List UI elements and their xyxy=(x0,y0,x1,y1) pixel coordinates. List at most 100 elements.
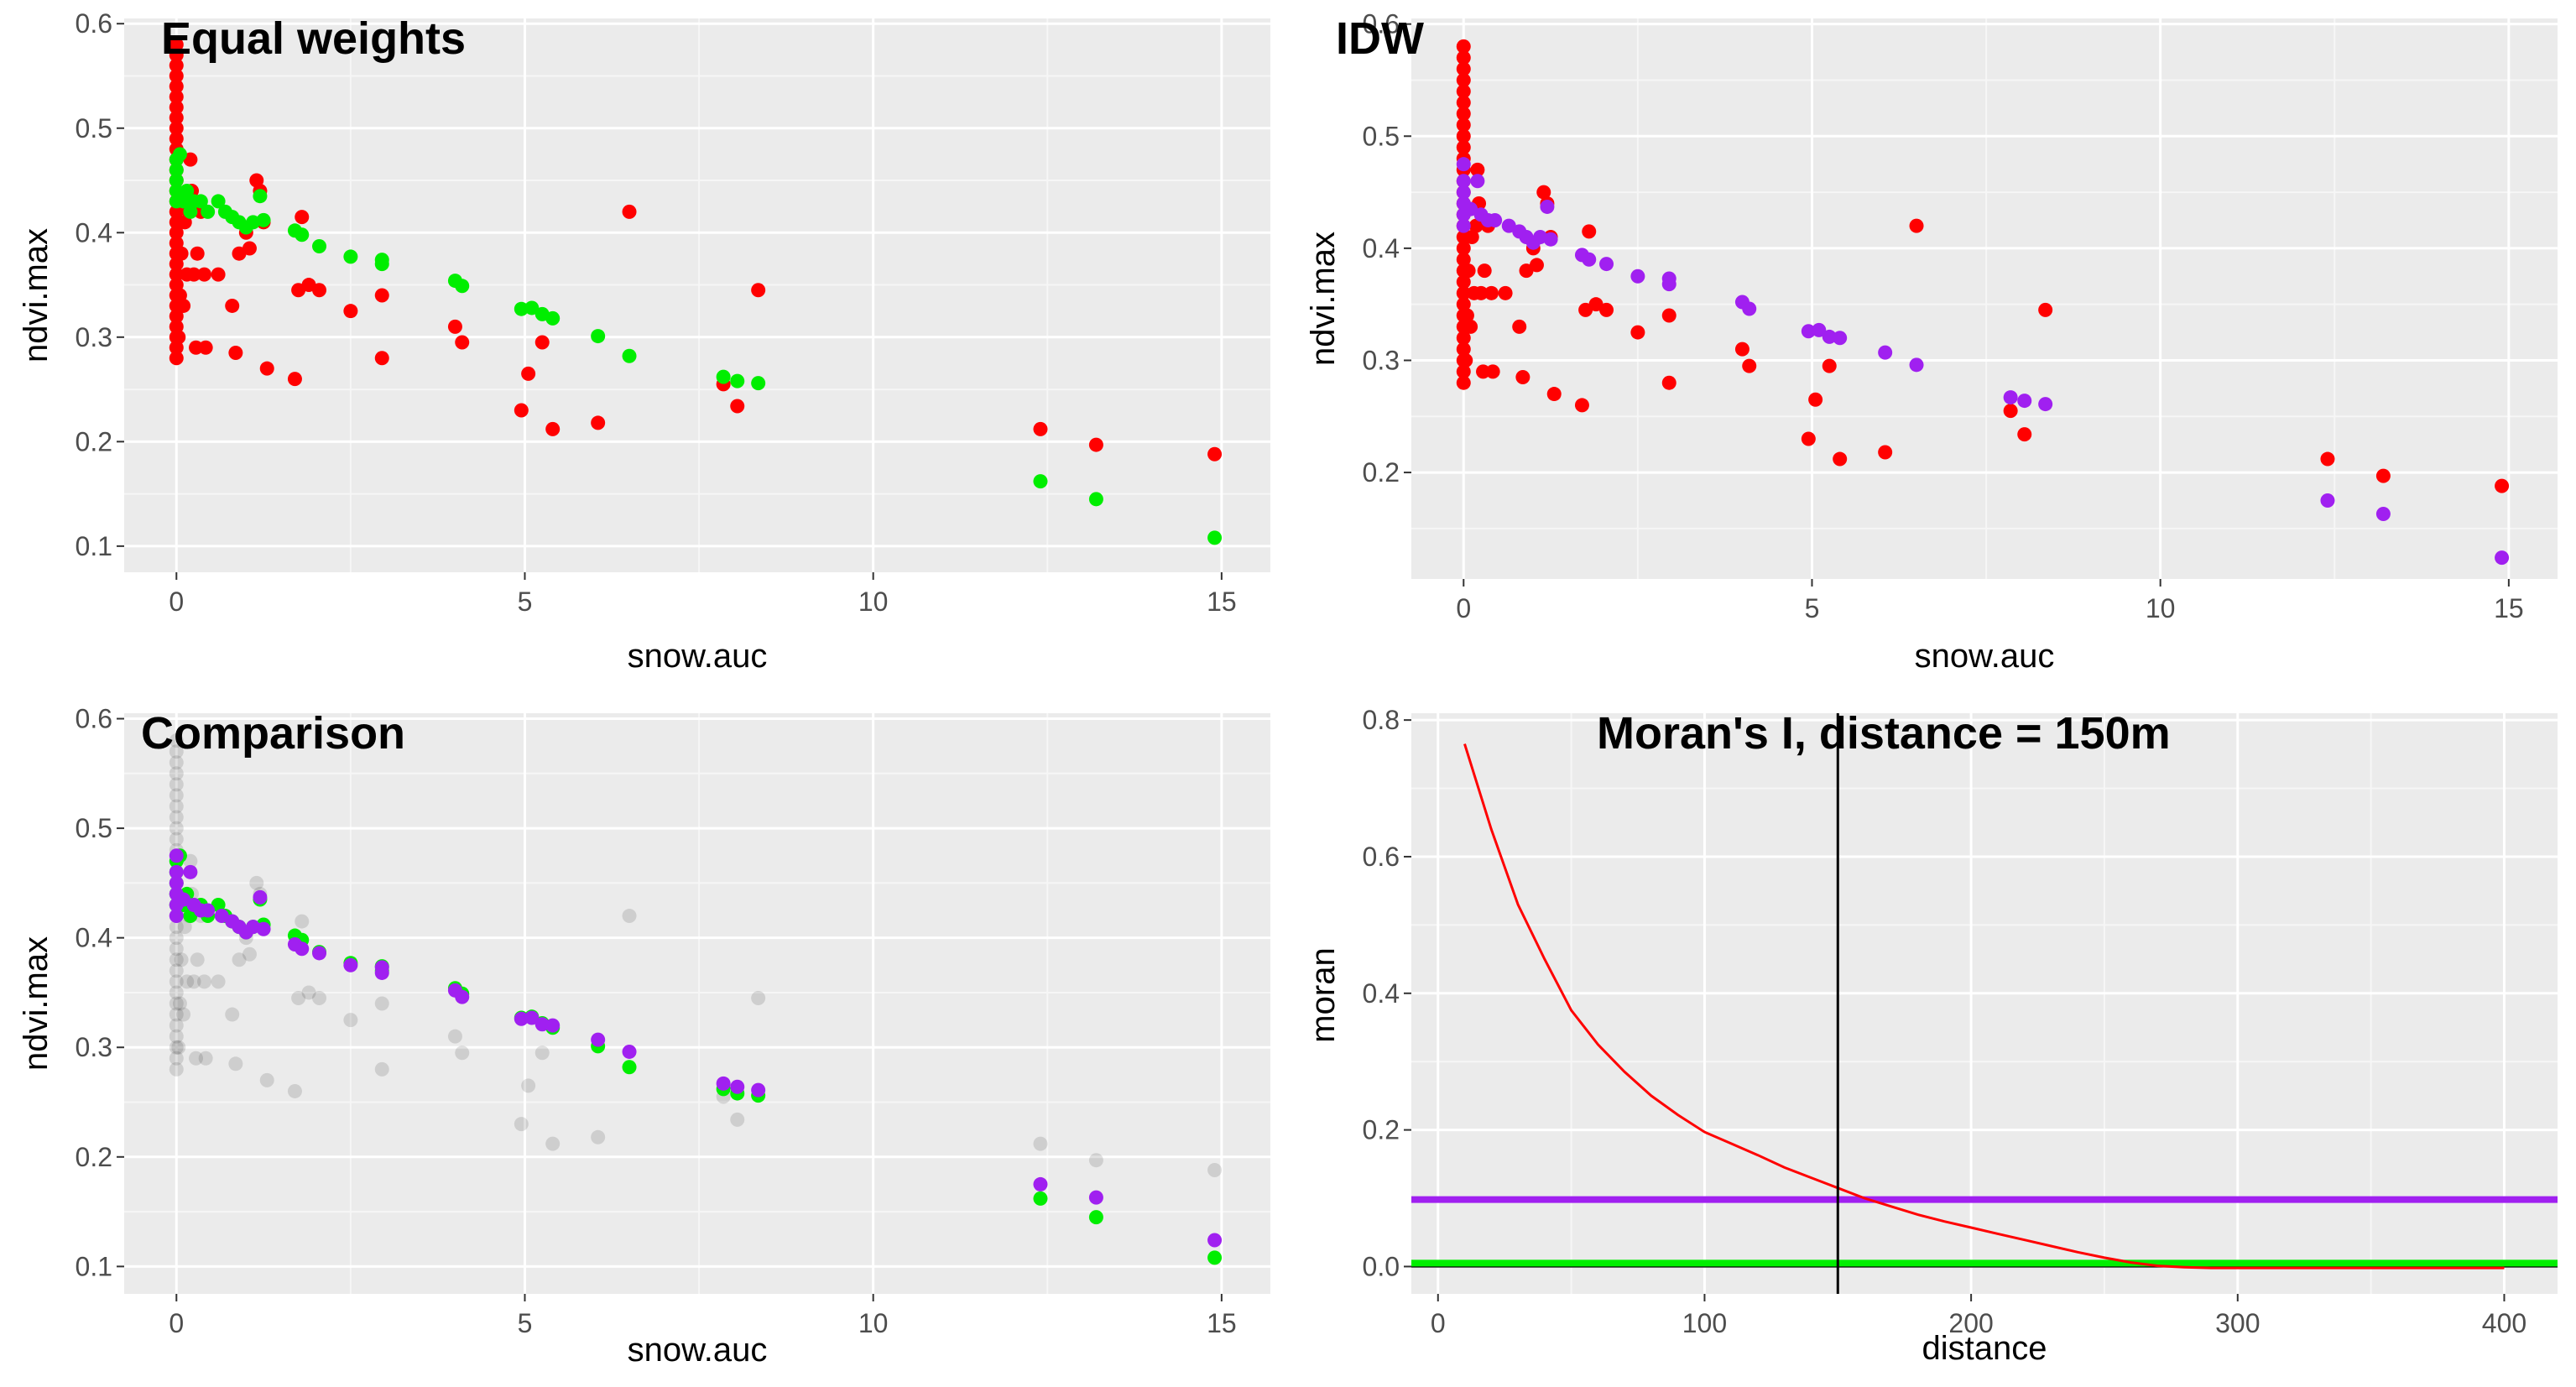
point-equal xyxy=(312,238,327,253)
point-idw xyxy=(622,1044,637,1059)
point-idw xyxy=(1630,269,1645,284)
panel-idw: 0 5 10 15 0.2 0.3 0.4 0.5 0.6 IDW snow.auc ndvi.… xyxy=(1305,9,2558,675)
point-observed xyxy=(1833,451,1848,467)
point-idw xyxy=(1488,212,1503,227)
point-equal xyxy=(201,204,216,219)
point-observed xyxy=(228,345,243,360)
point-idw xyxy=(1470,174,1485,189)
point-observed xyxy=(514,1117,529,1132)
point-observed xyxy=(169,974,184,989)
point-equal xyxy=(253,189,268,204)
x-tick-label: 10 xyxy=(2146,593,2176,623)
point-idw xyxy=(1543,232,1558,247)
point-idw xyxy=(1456,157,1471,172)
point-idw xyxy=(1812,322,1827,337)
plot-area-idw xyxy=(1411,18,2558,579)
point-observed xyxy=(1599,302,1614,317)
panel-title-equal: Equal weights xyxy=(161,13,466,64)
x-tick-label: 15 xyxy=(1207,587,1237,617)
point-idw xyxy=(1801,324,1816,339)
point-observed xyxy=(190,952,205,967)
y-tick-label: 0.6 xyxy=(76,8,112,39)
point-equal xyxy=(374,257,389,272)
point-observed xyxy=(374,1061,389,1077)
point-observed xyxy=(180,974,195,989)
point-observed xyxy=(1456,50,1471,65)
point-observed xyxy=(591,1129,606,1145)
point-observed xyxy=(1878,445,1893,460)
point-observed xyxy=(169,777,184,792)
point-observed xyxy=(545,1136,561,1151)
point-idw xyxy=(2038,397,2053,412)
point-observed xyxy=(232,952,247,967)
point-observed xyxy=(172,996,187,1011)
point-observed xyxy=(1529,258,1544,273)
point-observed xyxy=(169,100,184,115)
point-observed xyxy=(186,974,201,989)
point-idw xyxy=(1456,218,1471,233)
point-observed xyxy=(1578,302,1593,317)
point-observed xyxy=(211,974,226,989)
point-observed xyxy=(1515,370,1530,385)
point-observed xyxy=(1473,285,1489,300)
y-tick-label: 0.2 xyxy=(1363,457,1400,488)
point-observed xyxy=(1484,285,1499,300)
point-observed xyxy=(211,267,226,282)
point-observed xyxy=(189,1051,204,1066)
point-idw xyxy=(1456,174,1471,189)
point-observed xyxy=(1661,375,1676,390)
point-idw xyxy=(2017,394,2032,409)
point-observed xyxy=(169,68,184,83)
point-observed xyxy=(183,853,198,868)
point-observed xyxy=(1456,297,1471,312)
point-idw xyxy=(183,864,198,879)
point-idw xyxy=(2320,493,2335,508)
point-observed xyxy=(374,996,389,1011)
point-idw xyxy=(751,1082,766,1098)
point-idw xyxy=(1582,252,1597,267)
point-observed xyxy=(169,225,184,240)
point-idw xyxy=(312,946,327,961)
point-observed xyxy=(1536,185,1551,200)
x-tick-label: 10 xyxy=(858,587,889,617)
y-tick-label: 0.6 xyxy=(1363,842,1400,872)
point-idw xyxy=(1661,277,1676,292)
point-equal xyxy=(169,163,184,178)
point-observed xyxy=(242,946,257,962)
point-equal xyxy=(1088,1210,1103,1225)
x-axis-label-moran: distance xyxy=(1922,1330,2047,1367)
point-observed xyxy=(169,810,184,825)
panel-title-moran: Moran's I, distance = 150m xyxy=(1597,708,2171,759)
point-observed xyxy=(169,58,184,73)
point-observed xyxy=(169,110,184,125)
x-tick-label: 0 xyxy=(1431,1308,1446,1338)
point-observed xyxy=(196,267,211,282)
point-observed xyxy=(1822,358,1837,373)
point-observed xyxy=(1456,375,1471,390)
y-axis-label-equal: ndvi.max xyxy=(18,228,55,362)
point-idw xyxy=(169,848,184,863)
point-observed xyxy=(534,335,550,350)
point-observed xyxy=(2375,468,2391,483)
x-tick-label: 300 xyxy=(2215,1308,2260,1338)
x-tick-label: 0 xyxy=(169,1308,184,1338)
point-observed xyxy=(1088,1153,1103,1168)
x-tick-label: 10 xyxy=(858,1308,889,1338)
point-idw xyxy=(1599,257,1614,272)
point-idw xyxy=(545,1018,561,1033)
point-observed xyxy=(190,246,205,261)
point-observed xyxy=(176,298,191,313)
plot-area-moran xyxy=(1411,713,2558,1294)
point-observed xyxy=(1801,431,1816,446)
point-observed xyxy=(169,799,184,814)
point-equal xyxy=(1088,492,1103,507)
point-observed xyxy=(2495,478,2510,493)
x-tick-label: 200 xyxy=(1948,1308,1993,1338)
point-observed xyxy=(1458,352,1473,368)
point-idw xyxy=(1742,301,1757,316)
point-equal xyxy=(169,173,184,188)
point-idw xyxy=(534,1017,550,1032)
x-tick-label: 400 xyxy=(2482,1308,2526,1338)
point-observed xyxy=(730,1112,745,1127)
